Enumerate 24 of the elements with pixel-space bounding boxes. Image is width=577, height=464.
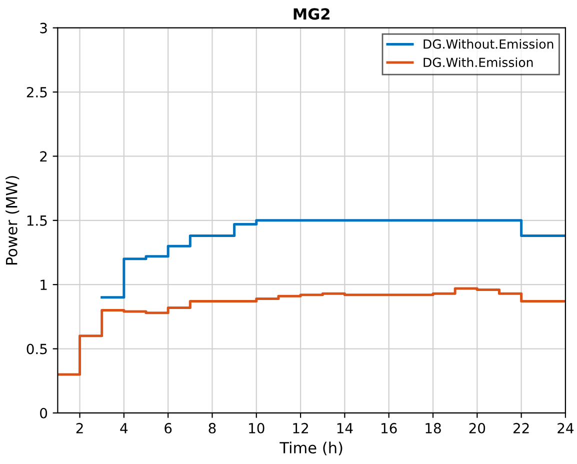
y-tick-label: 0.5 bbox=[26, 344, 47, 354]
chart-title: MG2 bbox=[294, 8, 330, 20]
x-tick-label: 24 bbox=[558, 422, 574, 434]
legend-label: DG.With.Emission bbox=[424, 57, 533, 68]
y-tick-label: 0 bbox=[40, 408, 48, 418]
x-tick-label: 14 bbox=[337, 423, 353, 434]
y-tick-label: 1 bbox=[40, 280, 47, 290]
x-tick-label: 18 bbox=[426, 422, 441, 434]
y-tick-label: 3 bbox=[40, 22, 47, 34]
y-axis-title: Power (MW) bbox=[6, 176, 20, 265]
x-tick-label: 6 bbox=[164, 422, 172, 434]
x-tick-label: 2 bbox=[76, 422, 83, 434]
y-tick-label: 2 bbox=[40, 151, 47, 162]
x-tick-label: 8 bbox=[208, 422, 216, 434]
y-tick-label: 1.5 bbox=[27, 216, 47, 226]
legend-label: DG.Without.Emission bbox=[424, 39, 554, 49]
x-tick-label: 20 bbox=[469, 422, 486, 434]
y-tick-label: 2.5 bbox=[26, 86, 47, 98]
x-tick-label: 16 bbox=[382, 422, 397, 434]
x-tick-label: 10 bbox=[249, 422, 264, 434]
x-tick-label: 22 bbox=[513, 422, 529, 434]
x-tick-label: 4 bbox=[120, 423, 128, 434]
x-tick-label: 12 bbox=[293, 422, 308, 434]
x-axis-title: Time (h) bbox=[280, 442, 342, 456]
